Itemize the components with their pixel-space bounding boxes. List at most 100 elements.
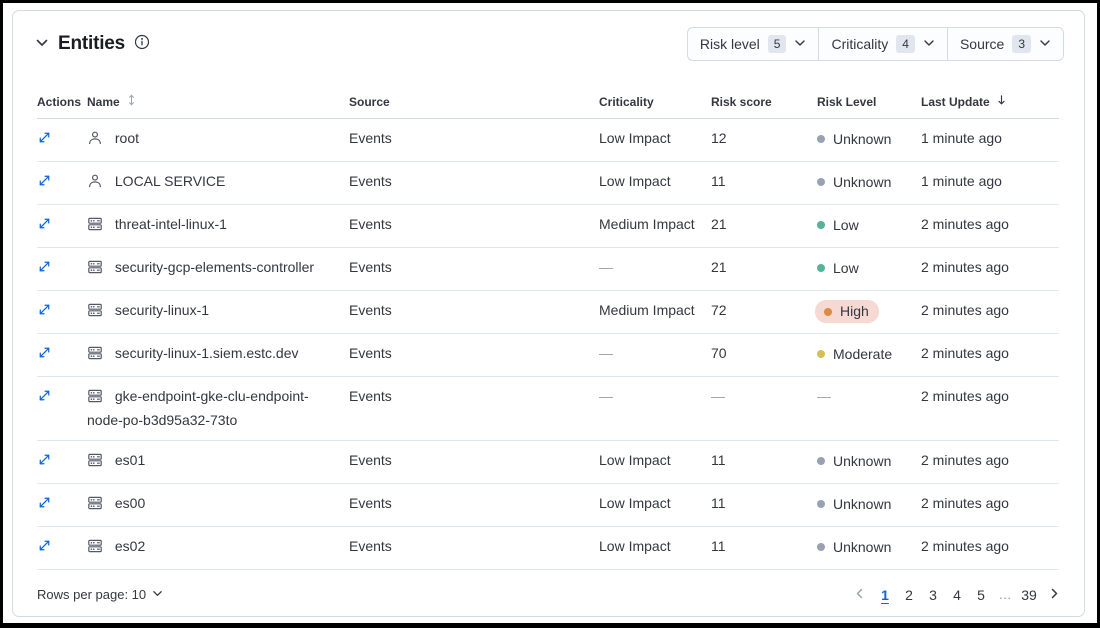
entity-name: security-linux-1.siem.estc.dev [114,345,299,361]
criticality-cell: Low Impact [599,119,711,161]
risk-level-label: Low [833,259,859,276]
filter-source-button[interactable]: Source 3 [946,28,1063,60]
filter-criticality-button[interactable]: Criticality 4 [818,28,946,60]
last-update-value: 2 minutes ago [921,388,1009,404]
expand-entity-button[interactable] [37,216,52,234]
risk-score-cell: 12 [711,119,817,161]
last-update-cell: 2 minutes ago [921,334,1059,376]
pagination-page-39[interactable]: 39 [1018,583,1040,607]
last-update-cell: 2 minutes ago [921,205,1059,247]
actions-cell [37,334,87,376]
pagination-page-1[interactable]: 1 [874,583,896,607]
host-icon [87,302,103,324]
last-update-cell: 2 minutes ago [921,248,1059,290]
risk-dot-icon [817,457,825,465]
source-cell: Events [349,248,599,290]
criticality-cell: Low Impact [599,484,711,526]
host-icon [87,388,103,410]
expand-entity-button[interactable] [37,259,52,277]
pagination-page-5[interactable]: 5 [970,583,992,607]
risk-dot-icon [817,543,825,551]
sortable-icon [125,93,138,110]
risk-level-label: Unknown [833,538,892,555]
risk-level-label: Low [833,216,859,233]
collapse-toggle-button[interactable] [35,36,49,53]
name-cell: security-linux-1.siem.estc.dev [87,334,349,376]
risk-level-cell: Unknown [817,527,921,569]
expand-entity-button[interactable] [37,388,52,406]
column-header-label: Risk Level [817,94,877,109]
risk-level-value: High [815,300,879,323]
column-header-label: Name [87,94,120,109]
panel-header: Entities Risk level 5 [13,11,1084,61]
expand-entity-button[interactable] [37,538,52,556]
expand-icon [37,259,52,277]
risk-level-value: Unknown [817,494,891,515]
pagination-next-button[interactable] [1042,583,1066,607]
risk-score-value: 11 [711,173,726,189]
column-header-name[interactable]: Name [87,89,349,118]
expand-entity-button[interactable] [37,130,52,148]
entities-panel: Entities Risk level 5 [12,10,1085,617]
actions-cell [37,119,87,161]
actions-cell [37,527,87,569]
pagination-page-4[interactable]: 4 [946,583,968,607]
column-header-risk-score: Risk score [711,89,817,118]
risk-score-value: 21 [711,259,727,275]
risk-score-value: 11 [711,538,726,554]
table-row: LOCAL SERVICE Events Low Impact 11 Unkno… [37,162,1059,205]
source-cell: Events [349,334,599,376]
criticality-cell: Medium Impact [599,205,711,247]
pagination-prev-button [848,583,872,607]
last-update-value: 1 minute ago [921,130,1002,146]
info-button[interactable] [134,34,150,53]
rows-per-page-button[interactable]: Rows per page: 10 [37,587,163,602]
criticality-cell: Medium Impact [599,291,711,333]
expand-entity-button[interactable] [37,302,52,320]
actions-cell [37,248,87,290]
criticality-cell: — [599,334,711,376]
name-cell: gke-endpoint-gke-clu-endpoint-node-po-b3… [87,377,349,440]
last-update-value: 2 minutes ago [921,216,1009,232]
column-header-source: Source [349,89,599,118]
risk-level-cell: Moderate [817,334,921,376]
column-header-label: Criticality [599,94,654,109]
risk-level-cell: Unknown [817,162,921,204]
pagination-page-2[interactable]: 2 [898,583,920,607]
filter-risk-level-button[interactable]: Risk level 5 [688,28,819,60]
chevron-left-icon [854,587,866,603]
expand-icon [37,130,52,148]
risk-dot-icon [817,135,825,143]
expand-icon [37,345,52,363]
last-update-cell: 2 minutes ago [921,484,1059,526]
entity-name: gke-endpoint-gke-clu-endpoint-node-po-b3… [87,388,309,428]
last-update-cell: 1 minute ago [921,162,1059,204]
host-icon [87,495,103,517]
name-cell: es00 [87,484,349,526]
expand-entity-button[interactable] [37,495,52,513]
entity-name: es01 [114,452,146,468]
entity-name: security-linux-1 [114,302,210,318]
table-row: security-linux-1.siem.estc.dev Events — … [37,334,1059,377]
info-icon [134,34,150,53]
filter-label: Source [959,36,1005,52]
column-header-actions: Actions [37,89,87,118]
source-cell: Events [349,291,599,333]
app-viewport: Entities Risk level 5 [3,3,1097,623]
filter-count-badge: 3 [1012,35,1031,53]
entity-name: LOCAL SERVICE [114,173,226,189]
source-cell: Events [349,377,599,440]
risk-score-cell: 11 [711,484,817,526]
column-header-last-update[interactable]: Last Update [921,89,1059,118]
pagination-page-3[interactable]: 3 [922,583,944,607]
expand-entity-button[interactable] [37,173,52,191]
expand-entity-button[interactable] [37,345,52,363]
expand-entity-button[interactable] [37,452,52,470]
risk-level-label: Unknown [833,173,892,190]
source-value: Events [349,538,392,554]
chevron-down-icon [1039,36,1051,52]
risk-score-cell: 11 [711,441,817,483]
source-value: Events [349,345,392,361]
source-value: Events [349,495,392,511]
expand-icon [37,452,52,470]
